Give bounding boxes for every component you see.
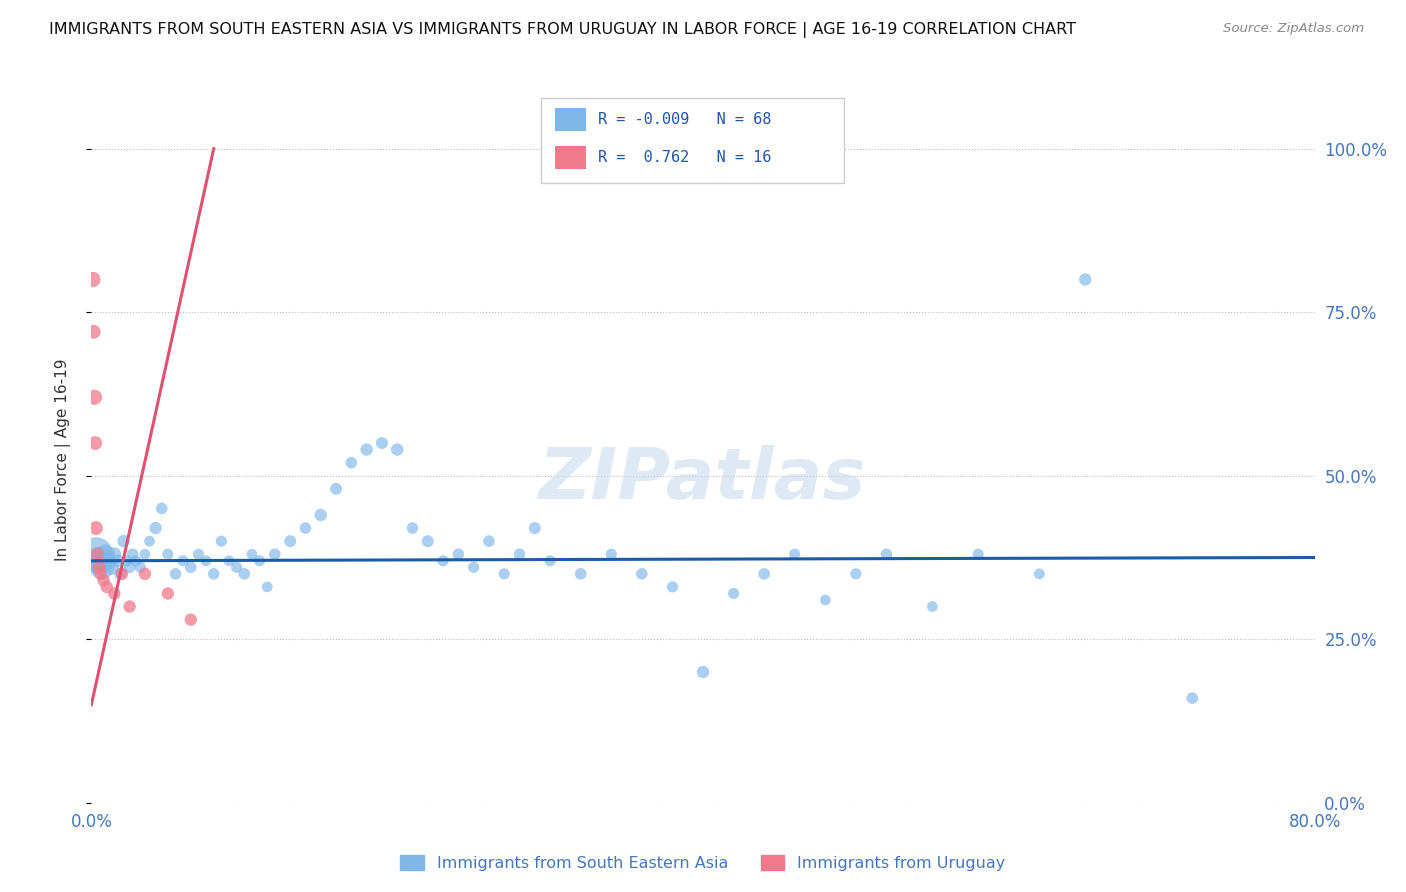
Point — [783, 547, 806, 561]
Point — [1181, 691, 1204, 706]
Point — [118, 599, 141, 614]
Point — [145, 521, 167, 535]
Point — [103, 586, 125, 600]
Point — [309, 508, 332, 522]
Point — [112, 534, 135, 549]
Point — [921, 599, 943, 614]
Point — [87, 554, 110, 568]
Point — [165, 566, 187, 581]
Point — [754, 566, 776, 581]
Point — [97, 554, 120, 568]
Point — [83, 390, 105, 404]
Point — [371, 436, 394, 450]
Point — [87, 560, 110, 574]
Point — [967, 547, 990, 561]
Point — [233, 566, 256, 581]
Point — [110, 566, 132, 581]
Point — [115, 554, 138, 568]
Point — [156, 547, 179, 561]
Point — [692, 665, 714, 679]
Point — [84, 521, 107, 535]
Point — [523, 521, 546, 535]
Text: R = -0.009   N = 68: R = -0.009 N = 68 — [598, 112, 770, 127]
Point — [91, 560, 114, 574]
Point — [356, 442, 378, 457]
Point — [83, 325, 105, 339]
Point — [129, 560, 152, 574]
Point — [278, 534, 301, 549]
Point — [478, 534, 501, 549]
Y-axis label: In Labor Force | Age 16-19: In Labor Force | Age 16-19 — [55, 358, 70, 561]
Point — [103, 547, 125, 561]
Text: IMMIGRANTS FROM SOUTH EASTERN ASIA VS IMMIGRANTS FROM URUGUAY IN LABOR FORCE | A: IMMIGRANTS FROM SOUTH EASTERN ASIA VS IM… — [49, 22, 1076, 38]
Point — [494, 566, 516, 581]
Point — [90, 566, 112, 581]
Point — [1074, 272, 1097, 286]
Point — [1028, 566, 1050, 581]
Point — [105, 554, 128, 568]
Point — [82, 272, 104, 286]
Point — [93, 574, 115, 588]
Point — [401, 521, 423, 535]
Point — [447, 547, 470, 561]
Point — [463, 560, 485, 574]
Point — [111, 566, 134, 581]
Point — [661, 580, 683, 594]
Text: R =  0.762   N = 16: R = 0.762 N = 16 — [598, 151, 770, 165]
Point — [94, 547, 117, 561]
Point — [96, 580, 118, 594]
Point — [138, 534, 160, 549]
Point — [340, 456, 363, 470]
Text: ZIPatlas: ZIPatlas — [540, 445, 866, 515]
Point — [118, 560, 141, 574]
Legend: Immigrants from South Eastern Asia, Immigrants from Uruguay: Immigrants from South Eastern Asia, Immi… — [394, 849, 1012, 877]
Point — [240, 547, 263, 561]
Point — [256, 580, 278, 594]
Point — [875, 547, 898, 561]
Point — [509, 547, 531, 561]
Point — [218, 554, 240, 568]
Point — [121, 547, 143, 561]
Point — [569, 566, 592, 581]
Point — [538, 554, 561, 568]
Point — [225, 560, 247, 574]
Point — [249, 554, 271, 568]
Point — [845, 566, 868, 581]
Point — [631, 566, 654, 581]
Point — [180, 613, 202, 627]
Point — [172, 554, 194, 568]
Point — [187, 547, 209, 561]
Point — [264, 547, 287, 561]
Point — [134, 547, 156, 561]
Point — [723, 586, 745, 600]
Point — [385, 442, 409, 457]
Point — [416, 534, 439, 549]
Point — [202, 566, 225, 581]
Point — [294, 521, 316, 535]
Point — [600, 547, 623, 561]
Point — [125, 554, 148, 568]
Point — [195, 554, 218, 568]
Point — [325, 482, 347, 496]
Point — [86, 547, 108, 561]
Point — [150, 501, 173, 516]
Point — [84, 547, 107, 561]
Point — [100, 560, 122, 574]
Point — [432, 554, 454, 568]
Point — [134, 566, 156, 581]
Point — [84, 436, 107, 450]
Point — [180, 560, 202, 574]
Point — [814, 593, 837, 607]
Point — [156, 586, 179, 600]
Text: Source: ZipAtlas.com: Source: ZipAtlas.com — [1223, 22, 1364, 36]
Point — [209, 534, 232, 549]
